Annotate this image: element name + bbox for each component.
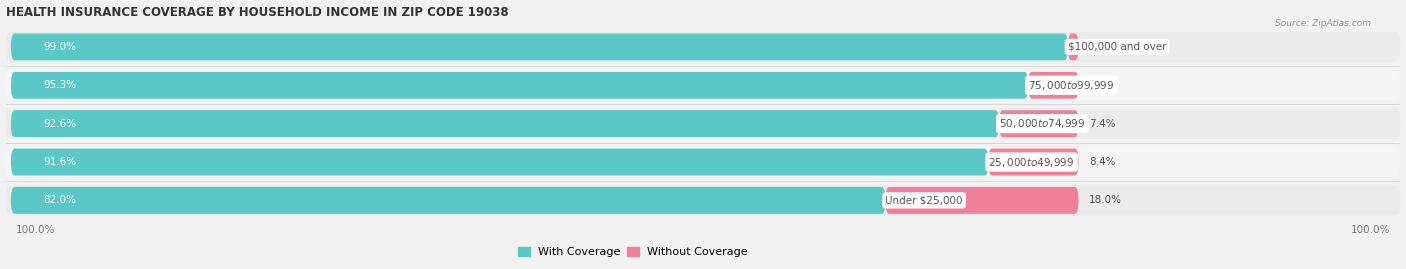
Text: $75,000 to $99,999: $75,000 to $99,999 xyxy=(1028,79,1115,92)
FancyBboxPatch shape xyxy=(6,185,1400,215)
Text: 7.4%: 7.4% xyxy=(1090,119,1116,129)
Text: Under $25,000: Under $25,000 xyxy=(886,195,963,206)
Legend: With Coverage, Without Coverage: With Coverage, Without Coverage xyxy=(515,242,752,262)
Text: $100,000 and over: $100,000 and over xyxy=(1067,42,1167,52)
FancyBboxPatch shape xyxy=(1028,72,1078,99)
FancyBboxPatch shape xyxy=(11,33,1067,60)
FancyBboxPatch shape xyxy=(11,187,886,214)
FancyBboxPatch shape xyxy=(1000,110,1078,137)
FancyBboxPatch shape xyxy=(11,72,1028,99)
Text: 100.0%: 100.0% xyxy=(1350,225,1389,235)
Text: $25,000 to $49,999: $25,000 to $49,999 xyxy=(988,155,1074,169)
Text: $50,000 to $74,999: $50,000 to $74,999 xyxy=(1000,117,1085,130)
Text: Source: ZipAtlas.com: Source: ZipAtlas.com xyxy=(1275,19,1371,28)
FancyBboxPatch shape xyxy=(6,70,1400,100)
FancyBboxPatch shape xyxy=(6,32,1400,62)
FancyBboxPatch shape xyxy=(1067,33,1078,60)
Text: 4.7%: 4.7% xyxy=(1090,80,1116,90)
FancyBboxPatch shape xyxy=(11,148,988,175)
Text: 99.0%: 99.0% xyxy=(44,42,76,52)
Text: 92.6%: 92.6% xyxy=(44,119,76,129)
Text: 8.4%: 8.4% xyxy=(1090,157,1116,167)
FancyBboxPatch shape xyxy=(11,110,1000,137)
Text: 82.0%: 82.0% xyxy=(44,195,76,206)
FancyBboxPatch shape xyxy=(988,148,1078,175)
Text: 1.0%: 1.0% xyxy=(1090,42,1115,52)
Text: 91.6%: 91.6% xyxy=(44,157,76,167)
Text: HEALTH INSURANCE COVERAGE BY HOUSEHOLD INCOME IN ZIP CODE 19038: HEALTH INSURANCE COVERAGE BY HOUSEHOLD I… xyxy=(6,6,508,19)
Text: 95.3%: 95.3% xyxy=(44,80,76,90)
FancyBboxPatch shape xyxy=(6,147,1400,177)
Text: 100.0%: 100.0% xyxy=(17,225,56,235)
FancyBboxPatch shape xyxy=(886,187,1078,214)
Text: 18.0%: 18.0% xyxy=(1090,195,1122,206)
FancyBboxPatch shape xyxy=(6,109,1400,139)
